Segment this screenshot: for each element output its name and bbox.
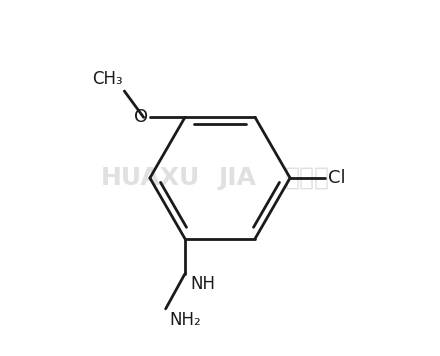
Text: CH₃: CH₃ (92, 70, 123, 88)
Text: 化学加: 化学加 (285, 166, 330, 190)
Text: NH: NH (190, 276, 215, 293)
Text: JIA: JIA (219, 166, 257, 190)
Text: HUAXU: HUAXU (100, 166, 199, 190)
Text: NH₂: NH₂ (169, 310, 201, 329)
Text: Cl: Cl (328, 169, 345, 187)
Text: O: O (134, 108, 148, 126)
